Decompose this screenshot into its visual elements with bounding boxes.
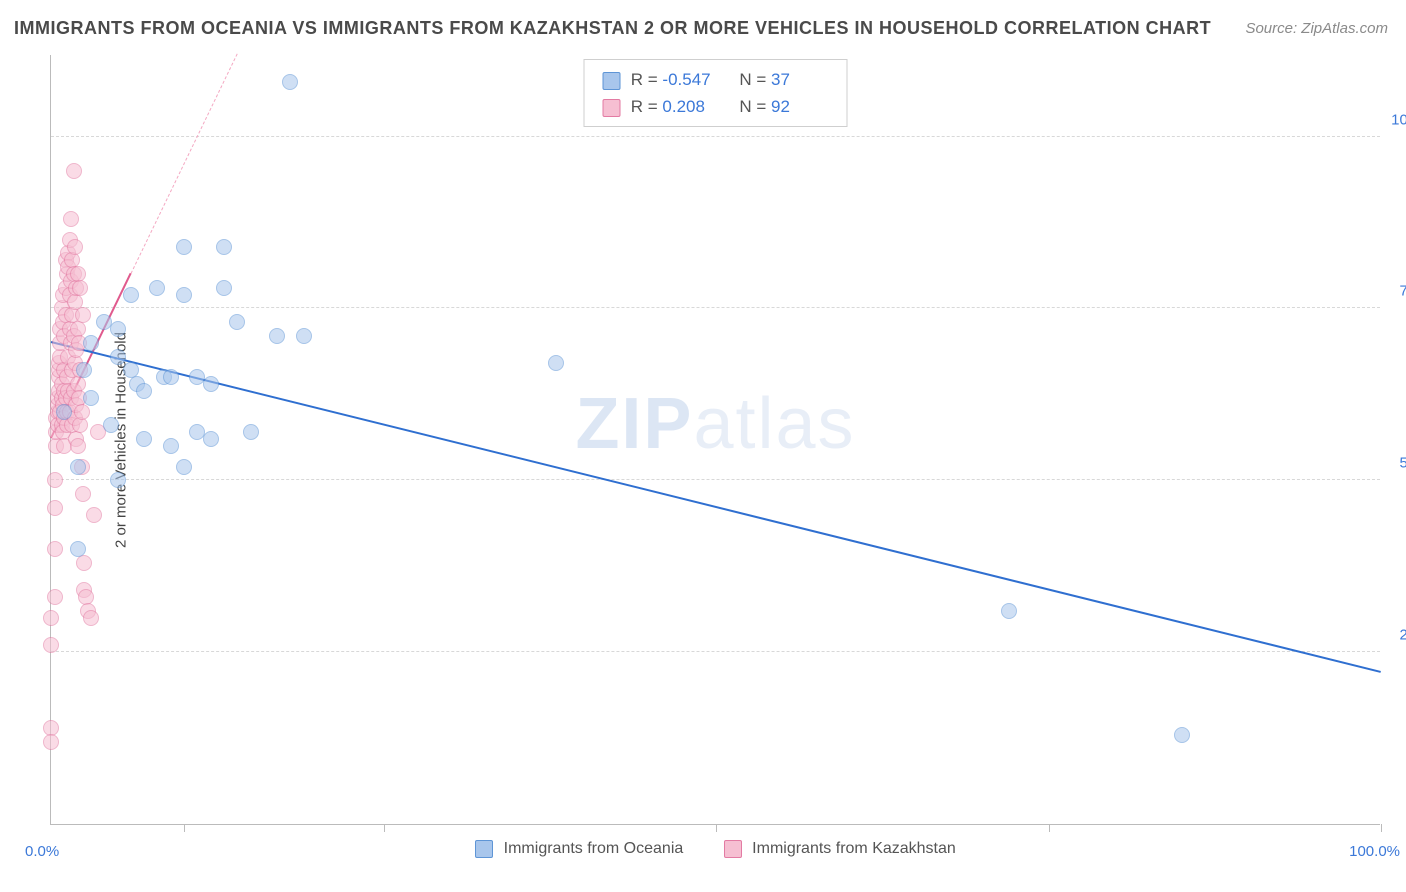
stat-legend: R = -0.547 N = 37 R = 0.208 N = 92 — [583, 59, 848, 127]
point-oceania — [176, 239, 192, 255]
legend-item-oceania: Immigrants from Oceania — [475, 840, 688, 857]
x-tick — [1381, 824, 1382, 832]
y-tick-label: 50.0% — [1399, 455, 1406, 472]
point-kazakhstan — [47, 589, 63, 605]
point-oceania — [216, 239, 232, 255]
point-oceania — [176, 287, 192, 303]
n-label: N = — [739, 97, 766, 116]
gridline-h — [51, 136, 1380, 137]
gridline-h — [51, 479, 1380, 480]
stat-row-kazakhstan: R = 0.208 N = 92 — [602, 93, 829, 120]
point-oceania — [216, 280, 232, 296]
point-oceania — [110, 321, 126, 337]
swatch-kazakhstan-icon — [602, 99, 620, 117]
point-oceania — [163, 438, 179, 454]
legend-label-oceania: Immigrants from Oceania — [504, 840, 684, 857]
point-oceania — [123, 287, 139, 303]
n-label: N = — [739, 70, 766, 89]
point-kazakhstan — [47, 472, 63, 488]
point-kazakhstan — [63, 211, 79, 227]
point-kazakhstan — [43, 637, 59, 653]
gridline-h — [51, 651, 1380, 652]
point-oceania — [83, 335, 99, 351]
point-kazakhstan — [72, 417, 88, 433]
point-kazakhstan — [67, 239, 83, 255]
point-oceania — [136, 431, 152, 447]
point-kazakhstan — [66, 163, 82, 179]
point-oceania — [56, 404, 72, 420]
point-oceania — [269, 328, 285, 344]
point-kazakhstan — [43, 610, 59, 626]
point-oceania — [282, 74, 298, 90]
point-oceania — [229, 314, 245, 330]
point-oceania — [203, 376, 219, 392]
swatch-kazakhstan-icon — [724, 840, 742, 858]
point-oceania — [110, 349, 126, 365]
point-kazakhstan — [75, 486, 91, 502]
point-oceania — [103, 417, 119, 433]
stat-row-oceania: R = -0.547 N = 37 — [602, 66, 829, 93]
legend-label-kazakhstan: Immigrants from Kazakhstan — [752, 840, 956, 857]
y-tick-label: 100.0% — [1391, 111, 1406, 128]
point-kazakhstan — [43, 734, 59, 750]
point-kazakhstan — [76, 555, 92, 571]
r-label: R = — [631, 97, 658, 116]
point-kazakhstan — [83, 610, 99, 626]
point-kazakhstan — [70, 438, 86, 454]
x-tick — [184, 824, 185, 832]
point-oceania — [548, 355, 564, 371]
n-value-kazakhstan: 92 — [771, 93, 829, 120]
point-kazakhstan — [47, 541, 63, 557]
point-oceania — [83, 390, 99, 406]
trend-line — [51, 341, 1381, 673]
x-tick — [1049, 824, 1050, 832]
point-kazakhstan — [75, 307, 91, 323]
r-value-oceania: -0.547 — [662, 66, 720, 93]
point-oceania — [163, 369, 179, 385]
point-oceania — [136, 383, 152, 399]
point-oceania — [70, 459, 86, 475]
point-kazakhstan — [74, 404, 90, 420]
point-oceania — [1174, 727, 1190, 743]
point-oceania — [110, 472, 126, 488]
bottom-legend: Immigrants from Oceania Immigrants from … — [51, 840, 1380, 858]
swatch-oceania-icon — [475, 840, 493, 858]
point-oceania — [149, 280, 165, 296]
point-kazakhstan — [86, 507, 102, 523]
point-oceania — [1001, 603, 1017, 619]
y-tick-label: 25.0% — [1399, 627, 1406, 644]
point-kazakhstan — [72, 280, 88, 296]
point-oceania — [203, 431, 219, 447]
x-tick — [716, 824, 717, 832]
swatch-oceania-icon — [602, 72, 620, 90]
legend-item-kazakhstan: Immigrants from Kazakhstan — [724, 840, 956, 857]
watermark-light: atlas — [693, 384, 855, 464]
r-value-kazakhstan: 0.208 — [662, 93, 720, 120]
x-tick — [384, 824, 385, 832]
point-oceania — [76, 362, 92, 378]
source-label: Source: ZipAtlas.com — [1245, 20, 1388, 37]
watermark-bold: ZIP — [575, 384, 693, 464]
chart-title: IMMIGRANTS FROM OCEANIA VS IMMIGRANTS FR… — [14, 18, 1211, 39]
point-oceania — [176, 459, 192, 475]
chart-area: ZIPatlas 2 or more Vehicles in Household… — [50, 55, 1380, 825]
y-tick-label: 75.0% — [1399, 283, 1406, 300]
r-label: R = — [631, 70, 658, 89]
gridline-h — [51, 307, 1380, 308]
point-oceania — [243, 424, 259, 440]
watermark: ZIPatlas — [575, 383, 855, 465]
point-kazakhstan — [47, 500, 63, 516]
point-oceania — [296, 328, 312, 344]
point-oceania — [70, 541, 86, 557]
n-value-oceania: 37 — [771, 66, 829, 93]
